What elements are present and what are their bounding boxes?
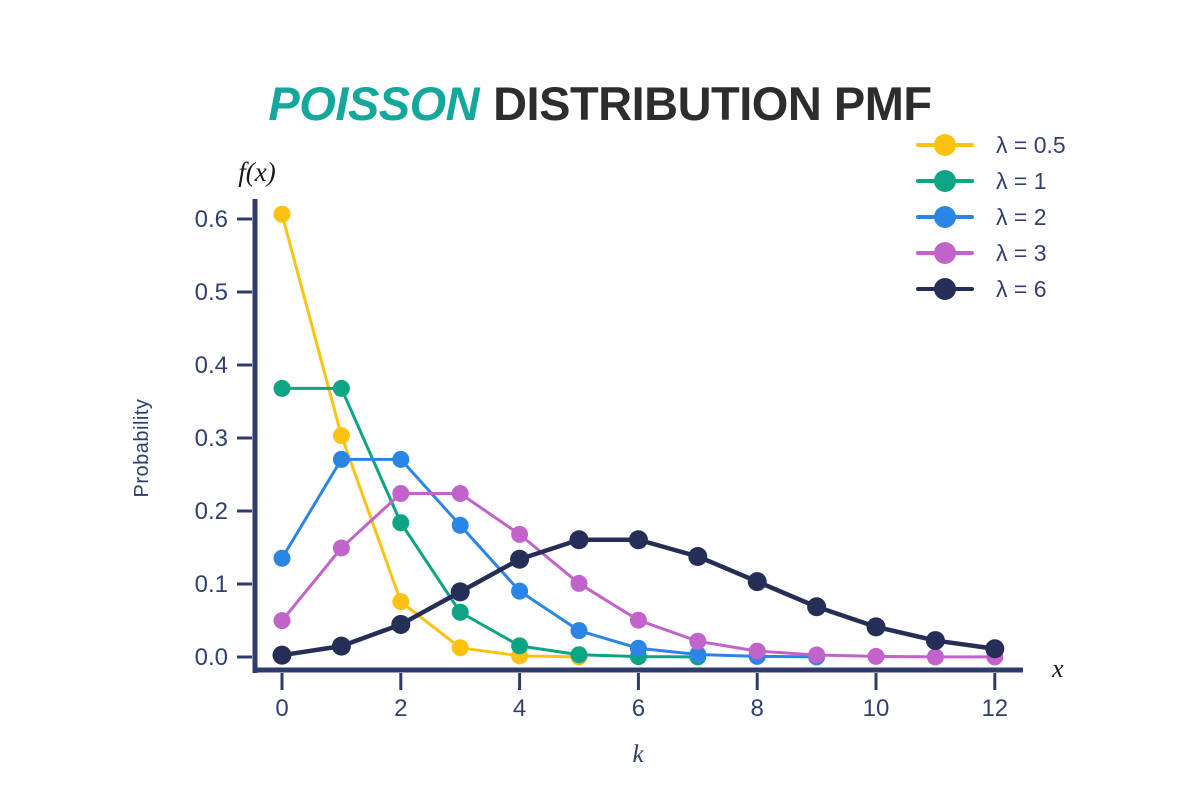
data-point	[689, 646, 707, 664]
x-tick-label: 6	[632, 695, 645, 722]
legend-label: λ = 6	[996, 275, 1047, 302]
legend-label: λ = 3	[996, 239, 1047, 266]
series-line	[280, 491, 997, 659]
data-point	[510, 549, 530, 569]
x-tick-label: 8	[751, 695, 764, 722]
x-tick-label: 10	[863, 695, 890, 722]
data-point	[628, 530, 648, 550]
data-point	[570, 574, 588, 592]
legend-swatch-icon	[916, 169, 974, 193]
data-point	[392, 484, 410, 502]
data-point	[450, 582, 470, 602]
data-point	[569, 530, 589, 550]
series-line	[280, 212, 581, 659]
y-tick-label: 0.5	[195, 279, 228, 306]
legend-swatch-icon	[916, 205, 974, 229]
series-line	[280, 457, 819, 659]
data-point	[332, 427, 350, 445]
data-point	[808, 646, 826, 664]
data-point	[925, 631, 945, 651]
data-point	[747, 572, 767, 592]
chart-legend: λ = 0.5 λ = 1 λ = 2 λ = 3 λ = 6	[916, 131, 1066, 302]
y-tick-label: 0.1	[195, 571, 228, 598]
data-point	[867, 647, 885, 665]
y-axis-title: Probability	[131, 399, 153, 498]
data-point	[688, 546, 708, 566]
data-point	[273, 612, 291, 630]
legend-item: λ = 3	[916, 239, 1066, 266]
data-point	[570, 622, 588, 640]
data-point	[511, 525, 529, 543]
data-point	[451, 516, 469, 534]
y-tick-label: 0.3	[195, 425, 228, 452]
data-point	[391, 614, 411, 634]
data-point	[451, 639, 469, 657]
x-tick-label: 0	[275, 695, 288, 722]
y-tick-label: 0.6	[195, 206, 228, 233]
data-point	[332, 450, 350, 468]
data-point	[392, 450, 410, 468]
data-point	[451, 484, 469, 502]
legend-item: λ = 0.5	[916, 131, 1066, 158]
legend-swatch-icon	[916, 241, 974, 265]
legend-item: λ = 6	[916, 275, 1066, 302]
data-point	[272, 645, 292, 665]
data-point	[629, 639, 647, 657]
legend-item: λ = 1	[916, 167, 1066, 194]
x-tick-label: 12	[981, 695, 1008, 722]
data-point	[451, 603, 469, 621]
data-point	[689, 632, 707, 650]
series-line	[280, 386, 700, 659]
data-point	[273, 379, 291, 397]
y-tick-label: 0.2	[195, 498, 228, 525]
data-point	[748, 642, 766, 660]
y-tick-label: 0.0	[195, 644, 228, 671]
x-axis-title: k	[632, 741, 644, 768]
data-point	[332, 379, 350, 397]
data-point	[332, 539, 350, 557]
data-point	[511, 637, 529, 655]
x-axis-end-label: x	[1051, 654, 1064, 683]
series-line	[279, 537, 998, 658]
legend-swatch-icon	[916, 277, 974, 301]
legend-label: λ = 2	[996, 203, 1047, 230]
data-point	[273, 205, 291, 223]
x-tick-label: 4	[513, 695, 526, 722]
data-point	[866, 617, 886, 637]
data-point	[985, 639, 1005, 659]
data-point	[511, 582, 529, 600]
data-point	[926, 648, 944, 666]
data-point	[392, 593, 410, 611]
y-axis-top-label: f(x)	[238, 157, 275, 187]
legend-label: λ = 1	[996, 167, 1047, 194]
legend-item: λ = 2	[916, 203, 1066, 230]
legend-swatch-icon	[916, 133, 974, 157]
data-point	[807, 597, 827, 617]
page-title: POISSON DISTRIBUTION PMF	[0, 76, 1200, 131]
data-point	[273, 549, 291, 567]
data-point	[331, 636, 351, 656]
data-point	[629, 611, 647, 629]
y-tick-label: 0.4	[195, 352, 228, 379]
title-rest: DISTRIBUTION PMF	[493, 77, 932, 130]
data-point	[392, 514, 410, 532]
data-point	[570, 646, 588, 664]
x-tick-label: 2	[394, 695, 407, 722]
legend-label: λ = 0.5	[996, 131, 1066, 158]
title-accent: POISSON	[268, 77, 480, 130]
